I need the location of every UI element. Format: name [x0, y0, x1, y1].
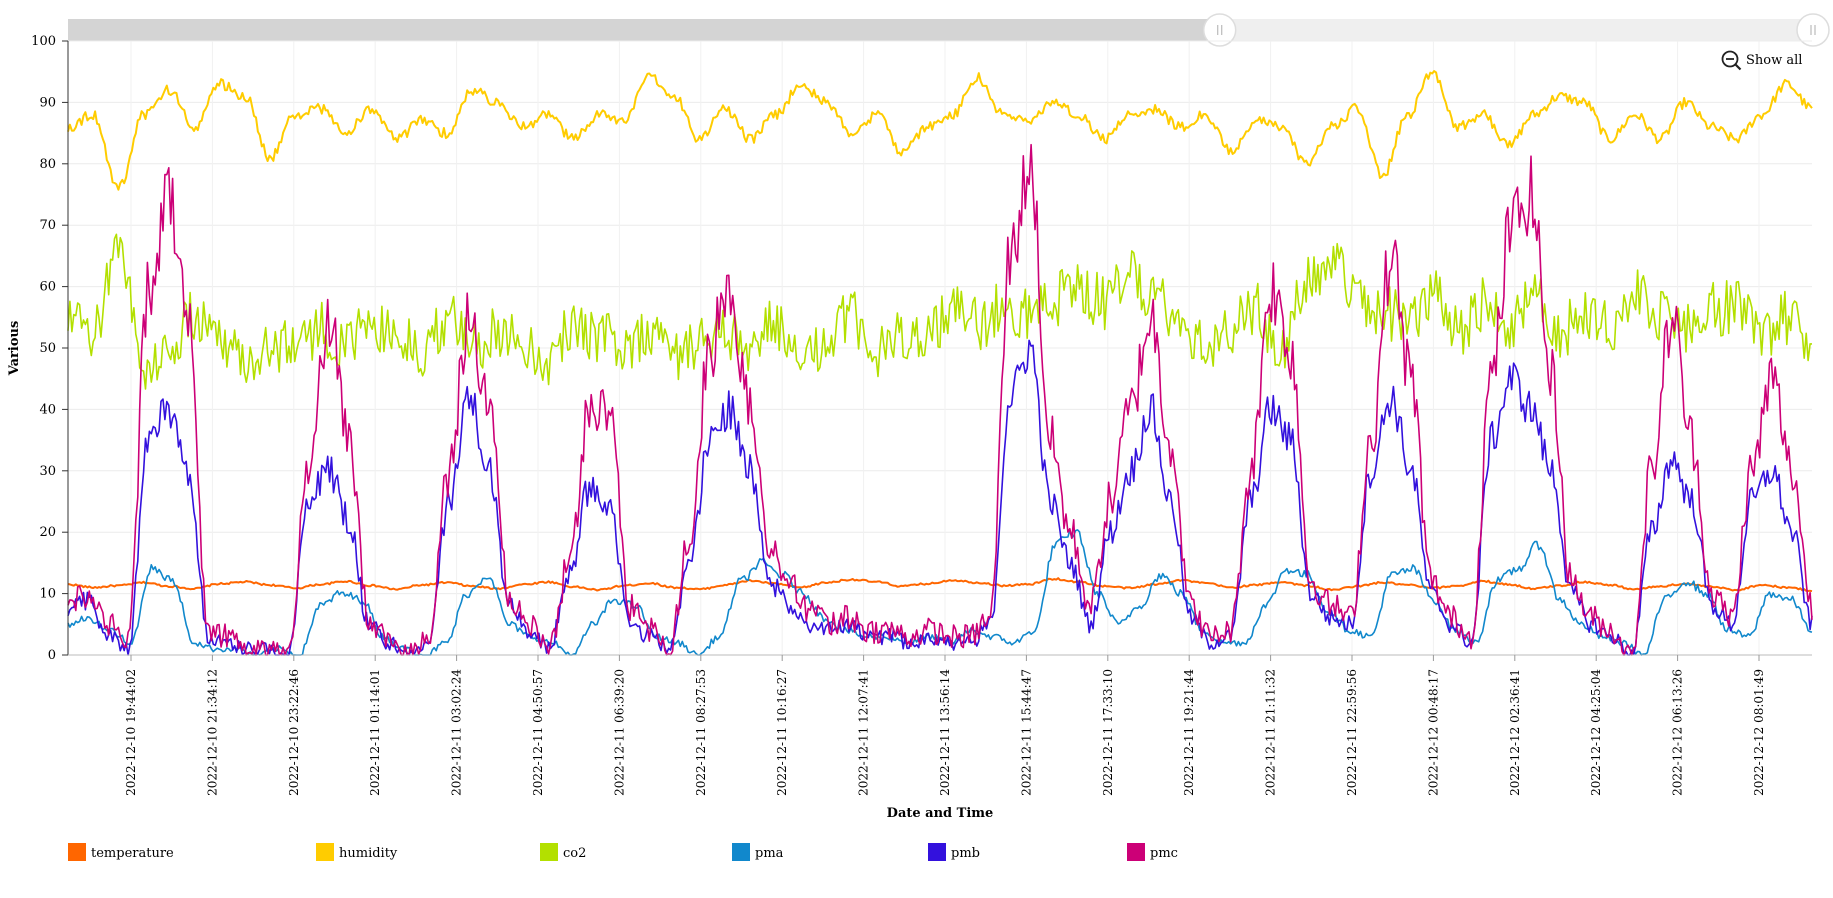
legend-swatch [928, 843, 946, 861]
legend-swatch [732, 843, 750, 861]
x-axis-title: Date and Time [887, 806, 994, 821]
x-tick-label: 2022-12-12 02:36:41 [1508, 669, 1522, 796]
y-tick-label: 50 [39, 341, 56, 356]
y-tick-label: 70 [39, 218, 56, 233]
range-slider-selection[interactable] [68, 19, 1220, 41]
x-tick-label: 2022-12-12 08:01:49 [1752, 669, 1766, 796]
legend-label: pmb [951, 846, 980, 861]
x-axis-ticks: 2022-12-10 19:44:02 2022-12-10 21:34:12 20… [124, 655, 1766, 796]
series-line-pmb [67, 339, 1813, 656]
legend-item-pma[interactable]: pma [732, 843, 784, 861]
legend-item-co2[interactable]: co2 [540, 843, 586, 861]
legend-item-humidity[interactable]: humidity [316, 843, 398, 861]
y-axis-ticks: 0 10 20 30 40 50 60 70 80 90 100 [31, 34, 68, 663]
x-tick-label: 2022-12-11 22:59:56 [1345, 669, 1359, 796]
x-tick-label: 2022-12-11 21:11:32 [1264, 669, 1278, 796]
y-tick-label: 30 [39, 464, 56, 479]
legend-item-pmc[interactable]: pmc [1127, 843, 1178, 861]
legend-item-pmb[interactable]: pmb [928, 843, 980, 861]
x-tick-label: 2022-12-10 23:22:46 [287, 669, 301, 796]
x-tick-label: 2022-12-11 13:56:14 [938, 669, 952, 796]
x-tick-label: 2022-12-11 10:16:27 [775, 669, 789, 796]
x-tick-label: 2022-12-10 19:44:02 [124, 669, 138, 796]
series-layer [67, 70, 1813, 656]
range-slider-handle-left[interactable] [1202, 13, 1237, 47]
x-tick-label: 2022-12-12 00:48:17 [1426, 669, 1440, 796]
x-tick-label: 2022-12-12 06:13:26 [1671, 669, 1685, 796]
y-tick-label: 80 [39, 157, 56, 172]
y-tick-label: 0 [48, 648, 56, 663]
x-tick-label: 2022-12-11 19:21:44 [1182, 669, 1196, 796]
y-tick-label: 60 [39, 280, 56, 295]
x-tick-label: 2022-12-11 15:44:47 [1019, 669, 1033, 796]
legend-swatch [68, 843, 86, 861]
series-line-pmc [67, 143, 1813, 656]
range-slider[interactable] [68, 13, 1830, 47]
legend: temperature humidity co2 pma pmb pmc [68, 843, 1178, 861]
legend-label: pma [755, 846, 784, 861]
series-line-co2 [67, 233, 1812, 390]
legend-label: temperature [91, 846, 174, 861]
series-line-temperature [67, 577, 1813, 593]
show-all-button[interactable]: Show all [1721, 50, 1803, 71]
legend-label: humidity [339, 846, 398, 861]
legend-swatch [316, 843, 334, 861]
legend-label: pmc [1150, 846, 1178, 861]
y-tick-label: 10 [39, 587, 56, 602]
legend-item-temperature[interactable]: temperature [68, 843, 174, 861]
legend-swatch [540, 843, 558, 861]
x-tick-label: 2022-12-11 17:33:10 [1101, 669, 1115, 796]
y-tick-label: 40 [39, 402, 56, 417]
x-tick-label: 2022-12-10 21:34:12 [205, 669, 219, 796]
x-tick-label: 2022-12-11 03:02:24 [450, 669, 464, 796]
x-tick-label: 2022-12-11 06:39:20 [612, 669, 626, 796]
x-tick-label: 2022-12-11 08:27:53 [694, 669, 708, 796]
y-tick-label: 90 [39, 95, 56, 110]
x-tick-label: 2022-12-11 01:14:01 [368, 669, 382, 796]
series-line-pma [67, 529, 1813, 656]
y-tick-label: 100 [31, 34, 56, 49]
series-line-humidity [67, 70, 1813, 191]
legend-swatch [1127, 843, 1145, 861]
zoom-out-icon [1721, 50, 1742, 71]
legend-label: co2 [563, 846, 586, 861]
x-tick-label: 2022-12-11 04:50:57 [531, 669, 545, 796]
range-slider-handle-right[interactable] [1796, 13, 1830, 47]
y-tick-label: 20 [39, 525, 56, 540]
x-tick-label: 2022-12-11 12:07:41 [857, 669, 871, 796]
y-axis-title: Various [7, 321, 22, 377]
show-all-label: Show all [1746, 53, 1802, 68]
x-tick-label: 2022-12-12 04:25:04 [1589, 669, 1603, 796]
